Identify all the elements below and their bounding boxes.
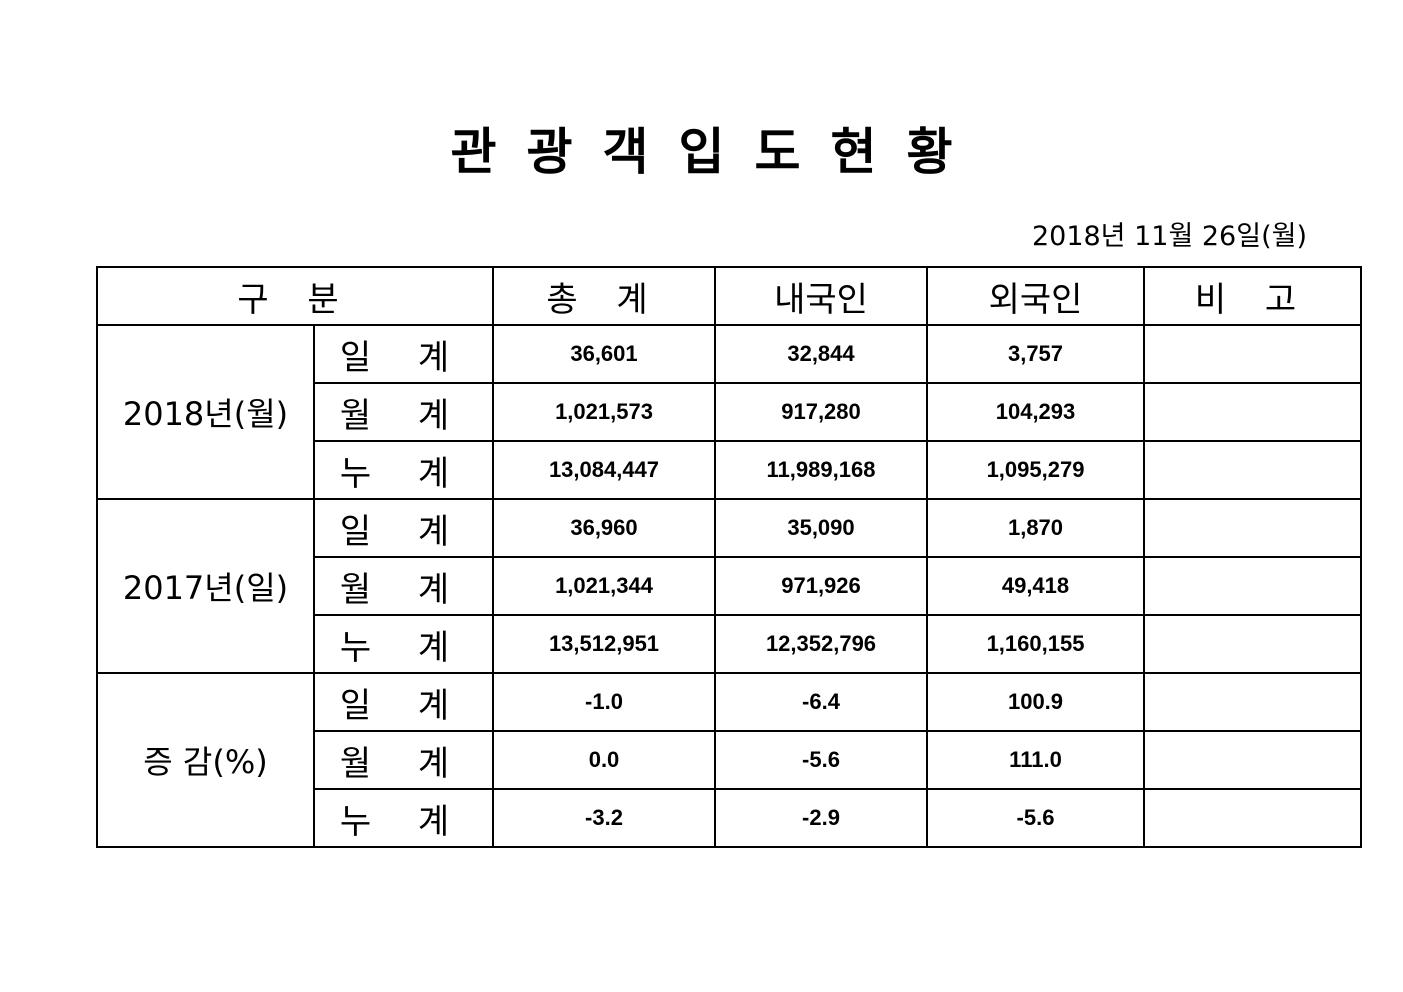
- row-label: 누 계: [313, 788, 494, 848]
- cell-total: 1,021,573: [492, 382, 716, 442]
- table-row: 누 계 13,084,447 11,989,168 1,095,279: [97, 440, 1362, 500]
- cell-domestic: -2.9: [714, 788, 928, 848]
- group-label: 2018년(월): [96, 324, 315, 500]
- cell-total: -1.0: [492, 672, 716, 732]
- report-date: 2018년 11월 26일(월): [1031, 221, 1307, 252]
- table-row: 누 계 13,512,951 12,352,796 1,160,155: [97, 614, 1362, 674]
- cell-foreign: 111.0: [926, 730, 1145, 790]
- header-note: 비 고: [1143, 266, 1362, 326]
- group-label: 2017년(일): [96, 498, 315, 674]
- cell-total: 0.0: [492, 730, 716, 790]
- cell-foreign: 1,870: [926, 498, 1145, 558]
- cell-total: 1,021,344: [492, 556, 716, 616]
- row-label: 누 계: [313, 614, 494, 674]
- cell-domestic: 11,989,168: [714, 440, 928, 500]
- cell-total: -3.2: [492, 788, 716, 848]
- row-label: 일 계: [313, 498, 494, 558]
- header-foreign: 외국인: [926, 266, 1145, 326]
- table-row: 월 계 1,021,573 917,280 104,293: [97, 382, 1362, 442]
- cell-note: [1143, 556, 1362, 616]
- table-row: 증 감(%) 일 계 -1.0 -6.4 100.9: [96, 672, 1362, 848]
- cell-note: [1143, 672, 1362, 732]
- cell-note: [1143, 788, 1362, 848]
- cell-note: [1143, 614, 1362, 674]
- table-row: 누 계 -3.2 -2.9 -5.6: [97, 788, 1362, 848]
- header-domestic: 내국인: [714, 266, 928, 326]
- cell-domestic: 971,926: [714, 556, 928, 616]
- cell-foreign: 1,095,279: [926, 440, 1145, 500]
- tourist-arrivals-table: 구 분 총 계 내국인 외국인 비 고 2018년(월) 일 계 36,601 32,…: [96, 266, 1362, 848]
- cell-total: 36,960: [492, 498, 716, 558]
- group-label: 증 감(%): [96, 672, 315, 848]
- page-title: 관광객입도현황: [450, 123, 983, 181]
- row-label: 월 계: [313, 382, 494, 442]
- row-label: 월 계: [313, 730, 494, 790]
- cell-note: [1143, 324, 1362, 384]
- cell-total: 13,084,447: [492, 440, 716, 500]
- table-row: 월 계 0.0 -5.6 111.0: [97, 730, 1362, 790]
- cell-foreign: -5.6: [926, 788, 1145, 848]
- row-label: 월 계: [313, 556, 494, 616]
- cell-domestic: 917,280: [714, 382, 928, 442]
- cell-domestic: 32,844: [714, 324, 928, 384]
- row-label: 누 계: [313, 440, 494, 500]
- table-row: 월 계 1,021,344 971,926 49,418: [97, 556, 1362, 616]
- cell-note: [1143, 440, 1362, 500]
- cell-domestic: 12,352,796: [714, 614, 928, 674]
- cell-note: [1143, 498, 1362, 558]
- table-row: 2017년(일) 일 계 36,960 35,090 1,870: [96, 498, 1362, 674]
- cell-domestic: 35,090: [714, 498, 928, 558]
- cell-domestic: -5.6: [714, 730, 928, 790]
- cell-foreign: 3,757: [926, 324, 1145, 384]
- cell-foreign: 49,418: [926, 556, 1145, 616]
- header-category: 구 분: [96, 266, 494, 326]
- cell-domestic: -6.4: [714, 672, 928, 732]
- header-total: 총 계: [492, 266, 716, 326]
- cell-total: 13,512,951: [492, 614, 716, 674]
- cell-note: [1143, 382, 1362, 442]
- cell-foreign: 1,160,155: [926, 614, 1145, 674]
- cell-total: 36,601: [492, 324, 716, 384]
- row-label: 일 계: [313, 324, 494, 384]
- cell-foreign: 104,293: [926, 382, 1145, 442]
- header-row: 구 분 총 계 내국인 외국인 비 고: [96, 266, 1362, 326]
- cell-foreign: 100.9: [926, 672, 1145, 732]
- cell-note: [1143, 730, 1362, 790]
- row-label: 일 계: [313, 672, 494, 732]
- table-row: 2018년(월) 일 계 36,601 32,844 3,757: [96, 324, 1362, 500]
